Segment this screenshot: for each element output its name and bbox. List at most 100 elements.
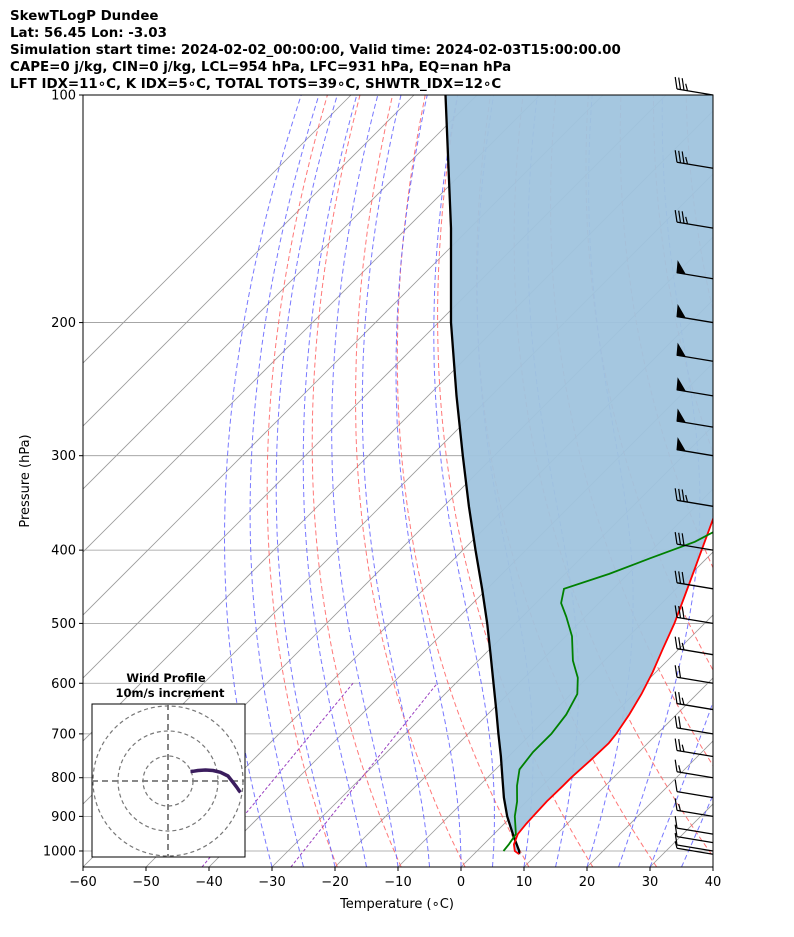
x-tick-label: −30	[258, 875, 285, 890]
wind-barb	[674, 636, 714, 656]
wind-barb-feather	[674, 570, 678, 583]
wind-barb-flag	[676, 260, 686, 275]
x-tick-label: 30	[642, 875, 659, 890]
moist-adiabat-line	[681, 793, 713, 867]
wind-barb-shaft	[676, 844, 714, 852]
dewpoint-profile-line	[502, 531, 713, 852]
wind-barb-feather	[681, 489, 685, 502]
isotherm-line	[83, 95, 352, 364]
moist-adiabat-line	[361, 95, 430, 867]
x-tick-label: −50	[132, 875, 159, 890]
wind-barb-feather	[681, 151, 685, 164]
sounding-data	[444, 95, 713, 855]
wind-barb-feather	[678, 488, 682, 501]
wind-barb-feather	[674, 636, 678, 649]
dry-adiabat-line	[396, 95, 530, 867]
x-tick-label: 0	[457, 875, 465, 890]
wind-barb-shaft	[676, 727, 714, 735]
stability-indices-text: LFT IDX=11∘C, K IDX=5∘C, TOTAL TOTS=39∘C…	[10, 77, 502, 92]
wind-barb-feather	[674, 210, 678, 223]
chart-header: SkewTLogP Dundee Lat: 56.45 Lon: -3.03 S…	[10, 8, 621, 93]
moist-adiabat-line	[712, 865, 713, 867]
wind-barb-shaft	[676, 543, 714, 551]
x-tick-label: 20	[579, 875, 596, 890]
wind-barb	[674, 759, 714, 779]
wind-barb-feather	[674, 715, 678, 728]
y-axis-label: Pressure (hPa)	[18, 434, 33, 527]
y-tick-label: 1000	[43, 844, 76, 859]
wind-barb	[674, 779, 714, 799]
wind-barb-feather	[685, 156, 689, 165]
wind-barb	[674, 665, 714, 684]
x-tick-label: 10	[516, 875, 533, 890]
wind-barb-shaft	[676, 702, 714, 711]
dry-adiabat-line	[355, 95, 466, 867]
wind-barb-shaft	[676, 827, 714, 835]
wind-barb-shaft	[676, 582, 714, 590]
wind-barb-feather	[681, 571, 685, 585]
wind-barb-shaft	[676, 499, 714, 507]
wind-barb-feather	[678, 605, 682, 619]
mixing-ratio-line	[290, 682, 438, 867]
wind-barb	[676, 260, 714, 280]
wind-barb-feather	[674, 824, 678, 837]
wind-barb-shaft	[676, 790, 714, 799]
wind-barb	[676, 377, 714, 397]
moist-adiabat-line	[224, 95, 302, 867]
wind-barb-feather	[685, 494, 689, 503]
wind-barb-feather	[674, 841, 678, 849]
moist-adiabat-line	[275, 95, 338, 867]
wind-barb-shaft	[676, 88, 714, 96]
wind-barb	[676, 303, 714, 324]
x-tick-label: −40	[195, 875, 222, 890]
wind-barb	[674, 816, 714, 835]
wind-barbs	[674, 76, 714, 855]
wind-barb-shaft	[676, 809, 714, 818]
moist-adiabat-line	[433, 95, 495, 867]
y-tick-label: 400	[51, 544, 76, 559]
axes: −60 −50 −40 −30 −20 −10 0 10 20 30 40 1000 900 800 700…	[43, 89, 721, 891]
hodograph-inset: Wind Profile 10m/s increment	[91, 671, 246, 858]
wind-barb-shaft	[676, 847, 714, 855]
wind-barb	[674, 841, 714, 855]
y-tick-label: 500	[51, 617, 76, 632]
wind-barb-feather	[678, 692, 682, 705]
wind-barb-feather	[674, 150, 678, 163]
y-tick-label: 100	[51, 89, 76, 104]
wind-barb	[674, 210, 714, 229]
isotherm-line	[83, 95, 415, 427]
cin-shaded-area	[445, 95, 713, 855]
dry-adiabat-line	[784, 95, 794, 867]
wind-barb	[676, 342, 714, 362]
hodograph-subtitle: 10m/s increment	[116, 686, 225, 700]
temperature-profile-line	[512, 516, 713, 855]
wind-barb-feather	[678, 210, 682, 223]
wind-barb-feather	[678, 77, 682, 90]
wind-barb-feather	[674, 488, 678, 501]
wind-barb-shaft	[676, 771, 714, 779]
wind-barb-feather	[674, 759, 678, 772]
location-text: Lat: 56.45 Lon: -3.03	[10, 26, 167, 41]
wind-barb-shaft	[676, 749, 714, 758]
moist-adiabat-line	[649, 700, 713, 867]
isotherm-line	[334, 488, 713, 867]
wind-barb-flag	[676, 342, 686, 357]
wind-barb-feather	[674, 665, 678, 678]
wind-barb	[674, 605, 714, 625]
x-tick-label: −20	[321, 875, 348, 890]
wind-barb-flag	[676, 303, 686, 319]
parcel-profile-line	[444, 95, 521, 855]
wind-barb-shaft	[676, 616, 714, 625]
isotherm-line	[83, 95, 478, 490]
y-tick-label: 300	[51, 449, 76, 464]
wind-barb-shaft	[676, 161, 714, 169]
x-tick-label: −60	[69, 875, 96, 890]
wind-barb-feather	[681, 642, 685, 651]
moist-adiabat-line	[395, 95, 462, 867]
x-tick-label: −10	[384, 875, 411, 890]
isotherm-line	[776, 95, 794, 867]
wind-barb-flag	[676, 377, 686, 392]
y-tick-label: 700	[51, 727, 76, 742]
wind-barb-feather	[685, 216, 689, 225]
moist-adiabat-line	[302, 95, 367, 867]
